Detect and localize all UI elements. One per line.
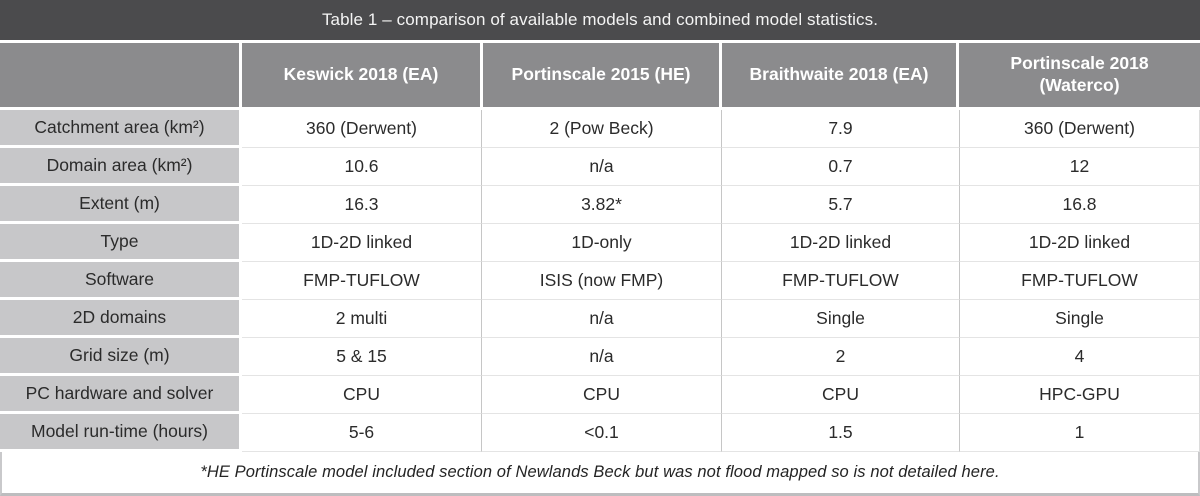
table-cell: 12 bbox=[959, 148, 1200, 186]
table-cell: 360 (Derwent) bbox=[242, 110, 481, 148]
row-label: PC hardware and solver bbox=[0, 376, 239, 414]
table-cell: 3.82* bbox=[481, 186, 721, 224]
table-cell: 5 & 15 bbox=[242, 338, 481, 376]
table-row-grid-size: Grid size (m) 5 & 15 n/a 2 4 bbox=[0, 338, 1200, 376]
header-cell-empty bbox=[0, 43, 239, 107]
header-cell-braithwaite-2018: Braithwaite 2018 (EA) bbox=[722, 43, 956, 107]
table-cell: FMP-TUFLOW bbox=[242, 262, 481, 300]
table-cell: CPU bbox=[481, 376, 721, 414]
header-cell-keswick-2018: Keswick 2018 (EA) bbox=[242, 43, 480, 107]
table-cell: CPU bbox=[721, 376, 959, 414]
table-row-type: Type 1D-2D linked 1D-only 1D-2D linked 1… bbox=[0, 224, 1200, 262]
table-row-software: Software FMP-TUFLOW ISIS (now FMP) FMP-T… bbox=[0, 262, 1200, 300]
row-label: Software bbox=[0, 262, 239, 300]
table-cell: 16.8 bbox=[959, 186, 1200, 224]
table-row-run-time: Model run-time (hours) 5-6 <0.1 1.5 1 bbox=[0, 414, 1200, 452]
table-cell: 2 multi bbox=[242, 300, 481, 338]
table-row-domain-area: Domain area (km²) 10.6 n/a 0.7 12 bbox=[0, 148, 1200, 186]
row-label: 2D domains bbox=[0, 300, 239, 338]
table-cell: 2 (Pow Beck) bbox=[481, 110, 721, 148]
table-cell: <0.1 bbox=[481, 414, 721, 452]
row-label: Model run-time (hours) bbox=[0, 414, 239, 452]
row-label: Grid size (m) bbox=[0, 338, 239, 376]
table-title: Table 1 – comparison of available models… bbox=[0, 0, 1200, 40]
table-cell: FMP-TUFLOW bbox=[721, 262, 959, 300]
table-cell: 5-6 bbox=[242, 414, 481, 452]
table-cell: 360 (Derwent) bbox=[959, 110, 1200, 148]
header-row: Keswick 2018 (EA) Portinscale 2015 (HE) … bbox=[0, 43, 1200, 107]
table-row-catchment-area: Catchment area (km²) 360 (Derwent) 2 (Po… bbox=[0, 110, 1200, 148]
table-cell: 1D-2D linked bbox=[721, 224, 959, 262]
table-cell: 0.7 bbox=[721, 148, 959, 186]
table-cell: HPC-GPU bbox=[959, 376, 1200, 414]
row-label: Extent (m) bbox=[0, 186, 239, 224]
table-cell: 2 bbox=[721, 338, 959, 376]
table-cell: Single bbox=[959, 300, 1200, 338]
table-cell: 5.7 bbox=[721, 186, 959, 224]
header-cell-portinscale-2015: Portinscale 2015 (HE) bbox=[483, 43, 719, 107]
table-row-2d-domains: 2D domains 2 multi n/a Single Single bbox=[0, 300, 1200, 338]
table-cell: FMP-TUFLOW bbox=[959, 262, 1200, 300]
table-row-pc-hardware: PC hardware and solver CPU CPU CPU HPC-G… bbox=[0, 376, 1200, 414]
table-cell: ISIS (now FMP) bbox=[481, 262, 721, 300]
table-cell: 10.6 bbox=[242, 148, 481, 186]
table-footnote: *HE Portinscale model included section o… bbox=[0, 452, 1200, 496]
row-label: Type bbox=[0, 224, 239, 262]
table-cell: 1D-2D linked bbox=[242, 224, 481, 262]
table-cell: CPU bbox=[242, 376, 481, 414]
table-cell: 1D-only bbox=[481, 224, 721, 262]
header-cell-portinscale-2018: Portinscale 2018 (Waterco) bbox=[959, 43, 1200, 107]
table-cell: 16.3 bbox=[242, 186, 481, 224]
table-cell: 1 bbox=[959, 414, 1200, 452]
table-cell: n/a bbox=[481, 338, 721, 376]
table-cell: Single bbox=[721, 300, 959, 338]
table-cell: 1.5 bbox=[721, 414, 959, 452]
table-cell: n/a bbox=[481, 300, 721, 338]
table-cell: 1D-2D linked bbox=[959, 224, 1200, 262]
row-label: Catchment area (km²) bbox=[0, 110, 239, 148]
table-cell: 7.9 bbox=[721, 110, 959, 148]
table-row-extent: Extent (m) 16.3 3.82* 5.7 16.8 bbox=[0, 186, 1200, 224]
table-cell: n/a bbox=[481, 148, 721, 186]
row-label: Domain area (km²) bbox=[0, 148, 239, 186]
table-cell: 4 bbox=[959, 338, 1200, 376]
